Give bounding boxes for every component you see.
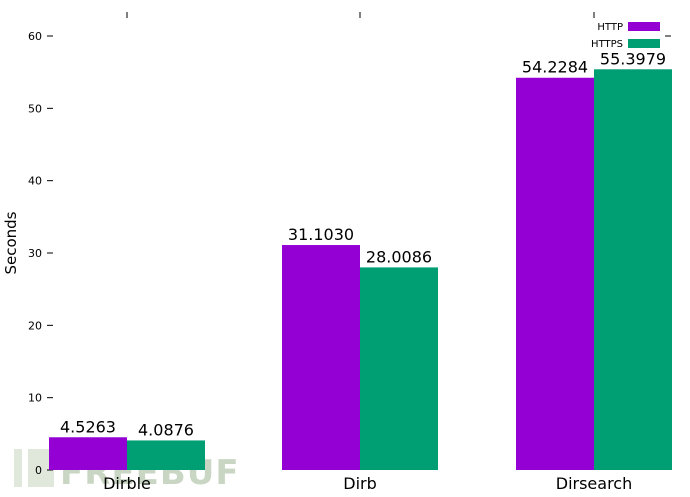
axes-layer: 0 10 20 30 40 50 60 Seconds (2, 12, 595, 477)
legend-swatch (628, 39, 660, 48)
bar-https (127, 440, 205, 470)
value-label: 31.1030 (288, 225, 354, 244)
y-axis-label: Seconds (2, 211, 20, 274)
legend-label: HTTP (597, 22, 623, 33)
legend-label: HTTPS (591, 39, 623, 50)
y-tick-label: 20 (28, 319, 42, 332)
value-label: 55.3979 (600, 49, 666, 68)
bar-https (360, 267, 438, 470)
y-tick-label: 0 (35, 464, 42, 477)
value-label: 28.0086 (366, 247, 432, 266)
value-label: 54.2284 (522, 58, 588, 77)
bars-layer (49, 69, 672, 471)
value-label: 4.0876 (138, 420, 194, 439)
bar-http (49, 437, 127, 470)
legend: HTTP HTTPS (591, 22, 671, 50)
x-category-label: Dirsearch (556, 474, 633, 493)
y-tick-label: 30 (28, 247, 42, 260)
y-tick-label: 60 (28, 30, 42, 43)
y-tick-label: 10 (28, 392, 42, 405)
labels-layer: 4.5263 31.1030 54.2284 4.0876 28.0086 55.3979… (60, 49, 666, 493)
value-label: 4.5263 (60, 417, 116, 436)
legend-swatch (628, 22, 660, 31)
x-category-label: Dirble (103, 474, 151, 493)
bar-http (282, 245, 360, 470)
y-tick-label: 50 (28, 102, 42, 115)
bar-https (594, 69, 672, 471)
y-tick-label: 40 (28, 175, 42, 188)
bar-http (516, 77, 594, 470)
watermark-mark (14, 449, 22, 487)
x-category-label: Dirb (343, 474, 377, 493)
